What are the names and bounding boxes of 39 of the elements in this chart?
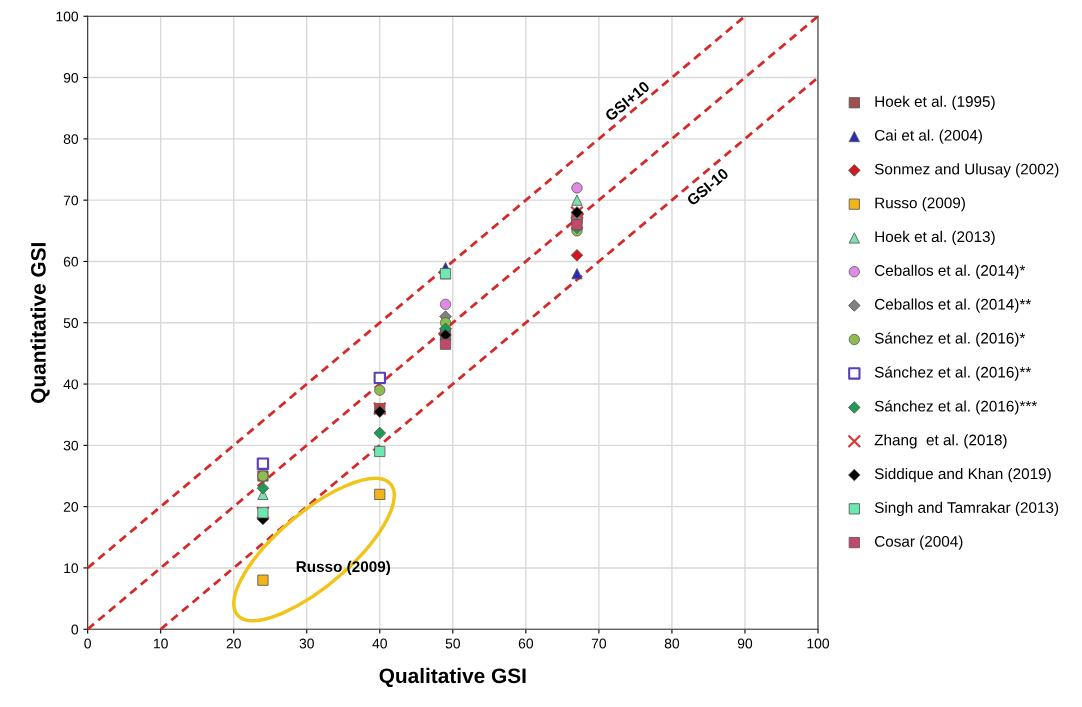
x-axis-title: Qualitative GSI	[379, 667, 526, 688]
y-tick-label: 40	[63, 379, 79, 390]
y-tick-label: 50	[63, 318, 79, 328]
x-tick-label: 10	[154, 638, 168, 649]
y-tick-label: 0	[71, 624, 79, 635]
y-tick-label: 30	[63, 440, 79, 451]
y-tick-label: 10	[64, 563, 79, 574]
x-tick-label: 0	[84, 638, 91, 649]
y-tick-label: 70	[63, 195, 79, 206]
y-tick-label: 80	[63, 134, 79, 145]
x-tick-label: 60	[518, 638, 534, 649]
legend-label: Ceballos et al. (2014)**	[874, 298, 1032, 313]
x-tick-label: 80	[664, 638, 680, 649]
legend-label: Singh and Tamrakar (2013)	[874, 501, 1059, 517]
legend-label: Cai et al. (2004)	[874, 129, 982, 144]
x-tick-label: 70	[591, 638, 607, 649]
legend-label: Cosar (2004)	[874, 535, 963, 550]
legend-label: Sánchez et al. (2016)***	[874, 400, 1038, 415]
x-tick-label: 30	[299, 638, 314, 649]
legend-label: Hoek et al. (1995)	[875, 95, 995, 110]
legend-label: Sánchez et al. (2016)**	[874, 366, 1032, 381]
y-axis-title: Quantitative GSI	[30, 243, 50, 403]
legend-label: Sánchez et al. (2016)*	[874, 332, 1026, 347]
annotation: Russo (2009)	[296, 560, 391, 576]
x-tick-label: 90	[737, 638, 753, 649]
x-tick-label: 50	[445, 638, 460, 649]
x-tick-label: 100	[807, 638, 830, 649]
y-tick-label: 60	[63, 256, 79, 267]
x-tick-label: 20	[226, 638, 241, 649]
y-tick-label: 100	[56, 11, 79, 22]
legend-label: Ceballos et al. (2014)*	[874, 264, 1026, 279]
x-tick-label: 40	[372, 638, 387, 649]
legend-label: Sonmez and Ulusay (2002)	[874, 163, 1059, 178]
y-tick-label: 20	[63, 501, 79, 512]
y-tick-label: 90	[63, 72, 79, 83]
legend-label: Russo (2009)	[875, 197, 965, 212]
legend-label: Siddique and Khan (2019)	[874, 467, 1051, 483]
legend-label: Zhang et al. (2018)	[874, 434, 1007, 449]
legend-label: Hoek et al. (2013)	[875, 230, 995, 246]
